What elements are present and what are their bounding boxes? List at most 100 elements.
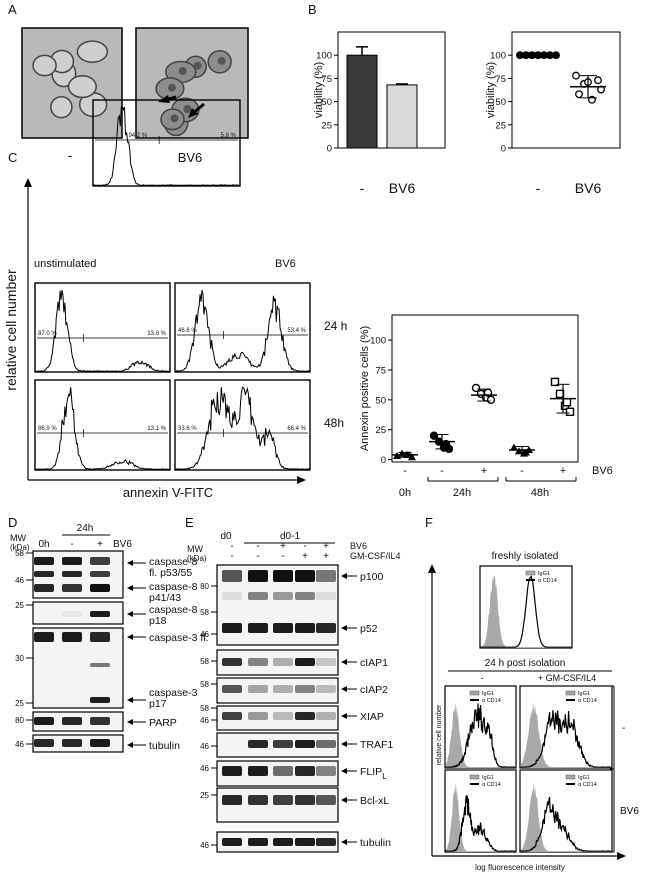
- arrow-head: [341, 659, 347, 665]
- mw-header: (kDa): [187, 554, 207, 563]
- point: [486, 395, 496, 405]
- mw-marker: 58: [15, 549, 24, 558]
- point: [575, 90, 583, 99]
- cd14-histogram: [519, 796, 613, 852]
- band-label: tubulin: [360, 837, 391, 849]
- x-tick-label: -: [536, 180, 541, 196]
- row-label: 48h: [324, 416, 344, 430]
- legend-swatch: [469, 690, 480, 696]
- condition-sign: -: [256, 551, 259, 562]
- arrow-head: [127, 585, 133, 591]
- y-tick-label: 100: [490, 51, 506, 62]
- blot-band: [273, 658, 293, 666]
- blot-band: [248, 712, 268, 720]
- legend-label: IgG1: [578, 775, 590, 781]
- day-label: d0: [220, 531, 232, 542]
- isotype-histogram: [520, 701, 612, 768]
- arrow-head: [617, 852, 626, 860]
- band-label: cIAP2: [360, 684, 388, 696]
- blot-band: [273, 838, 293, 846]
- arrow-head: [127, 742, 133, 748]
- blot-band: [222, 766, 242, 776]
- band-label-text: TRAF1: [360, 739, 393, 751]
- blot-band: [316, 623, 336, 633]
- band-label: p18: [149, 615, 167, 627]
- y-tick-label: 25: [321, 120, 332, 131]
- band-label-subscript: L: [382, 772, 387, 781]
- time-header: 24h: [77, 523, 94, 534]
- row-label: BV6: [620, 806, 639, 817]
- point: [572, 71, 580, 80]
- blot-band: [273, 685, 293, 693]
- cell: [76, 40, 109, 63]
- mw-marker: 58: [200, 657, 209, 666]
- arrow-head: [341, 573, 347, 579]
- x-tick-label: BV6: [389, 180, 416, 196]
- legend-swatch: [469, 774, 480, 780]
- y-tick-label: 0: [381, 455, 386, 466]
- blot-band: [273, 766, 293, 776]
- cd14-histogram: [519, 710, 613, 768]
- band-label: XIAP: [360, 711, 384, 723]
- mw-marker: 58: [200, 608, 209, 617]
- condition-name: GM-CSF/IL4: [350, 551, 401, 561]
- column-label: BV6: [275, 258, 296, 270]
- x-axis-label: log fluorescence intensity: [475, 863, 565, 872]
- gate-label: 13.0 %: [147, 331, 166, 337]
- treatment-label: -: [520, 465, 524, 477]
- blot-band: [273, 795, 293, 805]
- y-axis-label: relative cell number: [436, 704, 443, 765]
- y-tick-label: 75: [321, 74, 332, 85]
- y-tick-label: 50: [375, 395, 386, 406]
- blot-band: [222, 658, 242, 666]
- arrow-head: [341, 713, 347, 719]
- y-tick-label: 0: [501, 144, 506, 155]
- band-label: p41/43: [149, 592, 181, 604]
- band-label: caspase-8: [149, 581, 198, 593]
- blot-band: [248, 740, 268, 748]
- condition-sign: +: [323, 551, 329, 562]
- blot-band: [34, 739, 54, 747]
- mw-header: MW: [187, 544, 203, 554]
- legend-label: IgG1: [578, 691, 590, 697]
- histogram: [34, 290, 170, 372]
- histogram: [174, 386, 311, 470]
- blot-band: [222, 712, 242, 720]
- arrow-head: [341, 625, 347, 631]
- column-label: -: [481, 673, 484, 683]
- histogram-frame: [174, 379, 311, 471]
- band-label-text: FLIP: [360, 766, 382, 778]
- y-tick-label: 100: [316, 51, 332, 62]
- band-label: caspase-3: [149, 687, 198, 699]
- row-label: 24 h: [324, 319, 347, 333]
- plot-frame: [511, 31, 621, 149]
- band-label-text: p100: [360, 571, 384, 583]
- isotype-histogram: [445, 782, 516, 852]
- panel-label: C: [8, 150, 17, 165]
- micrograph: [135, 27, 249, 139]
- condition-sign: -: [230, 541, 233, 552]
- legend-label: α CD14: [482, 782, 501, 788]
- nucleus: [167, 83, 176, 92]
- treatment-label: +: [560, 465, 566, 477]
- condition-sign: -: [281, 551, 284, 562]
- panel-label: F: [425, 515, 433, 530]
- blot-band: [273, 592, 293, 600]
- isotype-histogram: [480, 575, 572, 648]
- cell: [50, 95, 73, 119]
- legend-label: α CD14: [578, 698, 597, 704]
- blot-band: [295, 570, 315, 582]
- point: [471, 383, 481, 393]
- mw-marker: 25: [200, 791, 209, 800]
- band-label: fl. p53/55: [149, 567, 192, 579]
- treatment-name: BV6: [113, 539, 132, 550]
- y-axis-label: viability (%): [313, 62, 325, 118]
- blot-band: [295, 658, 315, 666]
- histogram-frame: [174, 282, 311, 373]
- blot-band: [316, 766, 336, 776]
- condition-sign: -: [256, 541, 259, 552]
- histogram-frame: [34, 379, 171, 471]
- blot-band: [90, 663, 110, 667]
- arrow-head: [158, 95, 170, 103]
